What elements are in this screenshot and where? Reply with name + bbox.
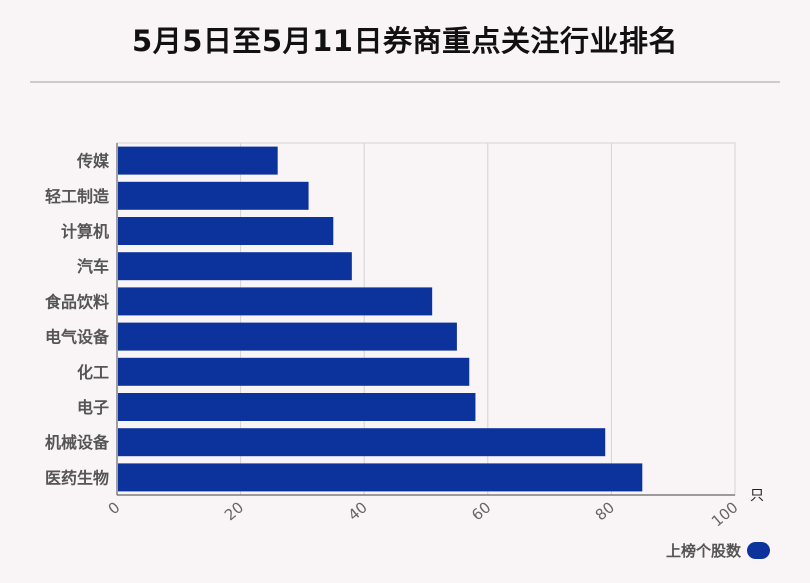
bar — [118, 287, 433, 316]
x-tick-label: 80 — [592, 498, 618, 524]
bar — [118, 217, 334, 245]
bar — [118, 181, 309, 210]
category-label: 汽车 — [77, 257, 109, 276]
category-label: 计算机 — [61, 222, 109, 241]
legend-label: 上榜个股数 — [665, 542, 741, 560]
bar — [118, 357, 470, 386]
bar — [118, 252, 352, 281]
x-tick-label: 0 — [105, 498, 124, 518]
bar — [118, 463, 643, 492]
bar — [118, 322, 457, 351]
category-label: 传媒 — [76, 152, 110, 171]
bar — [118, 428, 606, 457]
category-label: 化工 — [77, 363, 109, 382]
category-label: 机械设备 — [45, 433, 110, 452]
x-tick-label: 40 — [345, 498, 371, 524]
category-label: 电气设备 — [45, 328, 110, 347]
legend-swatch — [747, 542, 770, 559]
chart-title: 5月5日至5月11日券商重点关注行业排名 — [132, 24, 678, 58]
x-tick-label: 60 — [468, 498, 494, 524]
legend: 上榜个股数 — [666, 540, 770, 561]
title-divider — [30, 81, 780, 83]
bar — [118, 393, 476, 421]
x-unit-label: 只 — [750, 488, 764, 504]
bar — [118, 146, 278, 175]
category-label: 轻工制造 — [45, 187, 110, 206]
category-label: 食品饮料 — [44, 292, 109, 311]
category-label: 电子 — [77, 398, 109, 417]
x-tick-label: 100 — [708, 498, 742, 530]
x-tick-label: 20 — [221, 498, 247, 524]
category-label: 医药生物 — [45, 468, 109, 487]
